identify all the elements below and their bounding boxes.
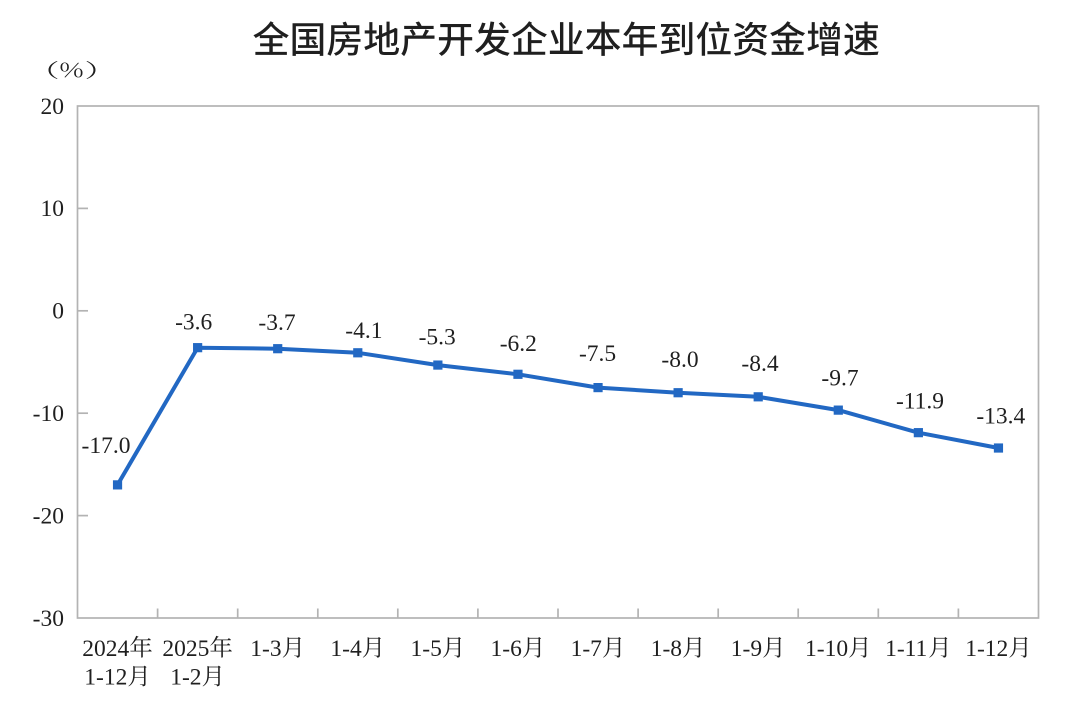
svg-text:1-4: 1-4 — [330, 636, 362, 662]
svg-text:-17.0: -17.0 — [82, 433, 131, 459]
svg-text:-8.4: -8.4 — [741, 351, 778, 377]
svg-text:2025: 2025 — [162, 636, 209, 662]
svg-text:-8.0: -8.0 — [661, 347, 698, 373]
svg-text:-4.1: -4.1 — [345, 318, 382, 344]
svg-text:-11.9: -11.9 — [896, 389, 944, 415]
svg-text:1-12: 1-12 — [84, 665, 127, 691]
svg-text:-20: -20 — [33, 503, 64, 529]
svg-text:-3.6: -3.6 — [175, 309, 212, 335]
svg-text:-7.5: -7.5 — [579, 341, 616, 367]
svg-text:1-9: 1-9 — [731, 636, 762, 662]
svg-text:1-2: 1-2 — [170, 665, 201, 691]
svg-text:1-8: 1-8 — [651, 636, 682, 662]
svg-text:1-11: 1-11 — [885, 636, 927, 662]
svg-text:1-12: 1-12 — [965, 636, 1008, 662]
svg-text:1-6: 1-6 — [491, 636, 523, 662]
svg-text:20: 20 — [41, 94, 65, 120]
svg-text:1-10: 1-10 — [805, 636, 848, 662]
svg-text:-6.2: -6.2 — [500, 331, 537, 357]
svg-text:-13.4: -13.4 — [976, 404, 1025, 430]
svg-text:1-7: 1-7 — [571, 636, 603, 662]
svg-text:0: 0 — [52, 299, 64, 325]
svg-text:-5.3: -5.3 — [419, 325, 456, 351]
svg-text:2024: 2024 — [82, 636, 129, 662]
svg-text:-9.7: -9.7 — [821, 365, 858, 391]
svg-text:1-5: 1-5 — [411, 636, 442, 662]
svg-text:-10: -10 — [33, 401, 64, 427]
svg-text:-3.7: -3.7 — [258, 310, 295, 336]
svg-text:-30: -30 — [33, 606, 64, 632]
svg-text:1-3: 1-3 — [250, 636, 281, 662]
svg-text:10: 10 — [41, 196, 65, 222]
